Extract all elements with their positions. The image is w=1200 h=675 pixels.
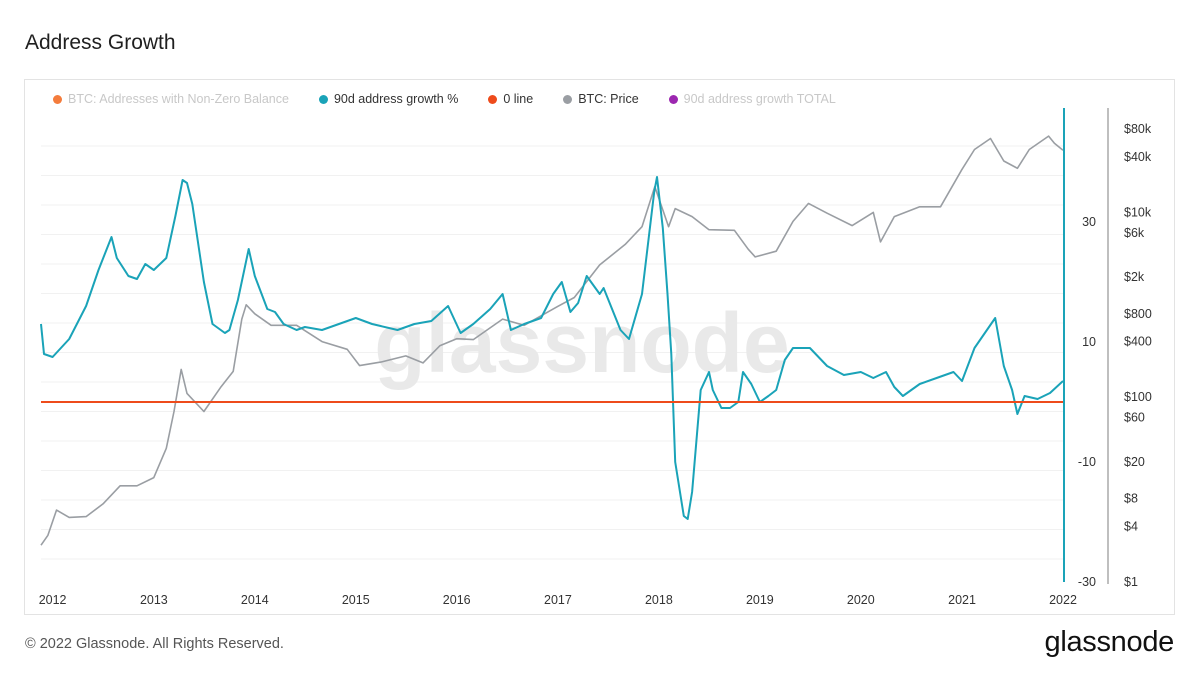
- legend-label: 90d address growth %: [333, 92, 459, 106]
- x-tick-label: 2012: [39, 593, 67, 607]
- legend-label: 90d address growth TOTAL: [683, 92, 836, 106]
- y-right-tick-label: $800: [1124, 307, 1152, 321]
- x-tick-label: 2015: [342, 593, 370, 607]
- x-tick-label: 2019: [746, 593, 774, 607]
- legend-marker-icon: [668, 94, 678, 104]
- x-tick-label: 2016: [443, 593, 471, 607]
- brand-logo: glassnode: [1044, 626, 1174, 658]
- series-address-growth-line: [40, 176, 1064, 520]
- legend-item[interactable]: BTC: Addresses with Non-Zero Balance: [53, 92, 289, 106]
- page-title: Address Growth: [25, 31, 176, 54]
- legend-label: 0 line: [503, 92, 534, 106]
- y-right-tick-label: $100: [1124, 390, 1152, 404]
- y-right-tick-label: $8: [1124, 492, 1138, 506]
- y-right-tick-label: $80k: [1124, 122, 1152, 136]
- y-right-tick-label: $40k: [1124, 150, 1152, 164]
- x-tick-label: 2021: [948, 593, 976, 607]
- legend-marker-icon: [563, 94, 573, 104]
- legend-item[interactable]: BTC: Price: [563, 92, 639, 106]
- legend-item[interactable]: 90d address growth %: [318, 92, 459, 106]
- legend-label: BTC: Price: [578, 92, 639, 106]
- x-tick-label: 2020: [847, 593, 875, 607]
- chart-legend: BTC: Addresses with Non-Zero Balance 90d …: [53, 91, 866, 107]
- y-right-tick-label: $10k: [1124, 205, 1152, 219]
- y-right-tick-label: $1: [1124, 575, 1138, 589]
- x-tick-label: 2018: [645, 593, 673, 607]
- y-right-tick-label: $400: [1124, 335, 1152, 349]
- legend-label: BTC: Addresses with Non-Zero Balance: [68, 92, 289, 106]
- legend-marker-icon: [318, 94, 328, 104]
- x-tick-label: 2014: [241, 593, 269, 607]
- chart-panel: [24, 79, 1175, 615]
- legend-marker-icon: [53, 94, 62, 104]
- y-left-tick-label: -10: [1078, 455, 1096, 469]
- x-tick-label: 2013: [140, 593, 168, 607]
- x-tick-label: 2017: [544, 593, 572, 607]
- y-right-tick-label: $4: [1124, 519, 1138, 533]
- y-right-tick-label: $2k: [1124, 270, 1145, 284]
- legend-item[interactable]: 0 line: [488, 92, 533, 106]
- y-left-tick-label: -30: [1078, 575, 1096, 589]
- y-right-tick-label: $6k: [1124, 226, 1145, 240]
- legend-marker-icon: [488, 94, 498, 104]
- legend-item[interactable]: 90d address growth TOTAL: [668, 92, 836, 106]
- y-left-tick-label: 30: [1082, 215, 1096, 229]
- copyright-text: © 2022 Glassnode. All Rights Reserved.: [25, 636, 284, 652]
- x-tick-label: 2022: [1049, 593, 1077, 607]
- watermark-text: glassnode: [374, 296, 789, 390]
- y-right-tick-label: $60: [1124, 411, 1145, 425]
- y-left-tick-label: 10: [1082, 335, 1096, 349]
- series-btc-price-line: [40, 135, 1064, 546]
- y-right-tick-label: $20: [1124, 455, 1145, 469]
